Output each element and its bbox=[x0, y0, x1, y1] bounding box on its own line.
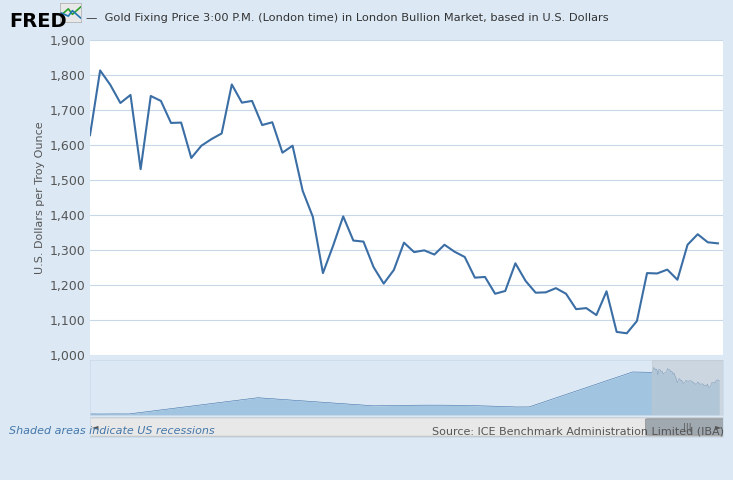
Text: ►: ► bbox=[715, 422, 721, 432]
Text: FRED: FRED bbox=[9, 12, 67, 31]
Y-axis label: U.S. Dollars per Troy Ounce: U.S. Dollars per Troy Ounce bbox=[35, 121, 45, 274]
FancyBboxPatch shape bbox=[646, 419, 729, 435]
Text: |||: ||| bbox=[683, 422, 692, 432]
Text: ◄: ◄ bbox=[92, 422, 98, 432]
Text: —  Gold Fixing Price 3:00 P.M. (London time) in London Bullion Market, based in : — Gold Fixing Price 3:00 P.M. (London ti… bbox=[86, 13, 609, 23]
Text: Shaded areas indicate US recessions: Shaded areas indicate US recessions bbox=[9, 426, 215, 436]
Text: Source: ICE Benchmark Administration Limited (IBA): Source: ICE Benchmark Administration Lim… bbox=[432, 426, 724, 436]
FancyBboxPatch shape bbox=[84, 418, 729, 436]
Bar bbox=[652, 360, 723, 415]
